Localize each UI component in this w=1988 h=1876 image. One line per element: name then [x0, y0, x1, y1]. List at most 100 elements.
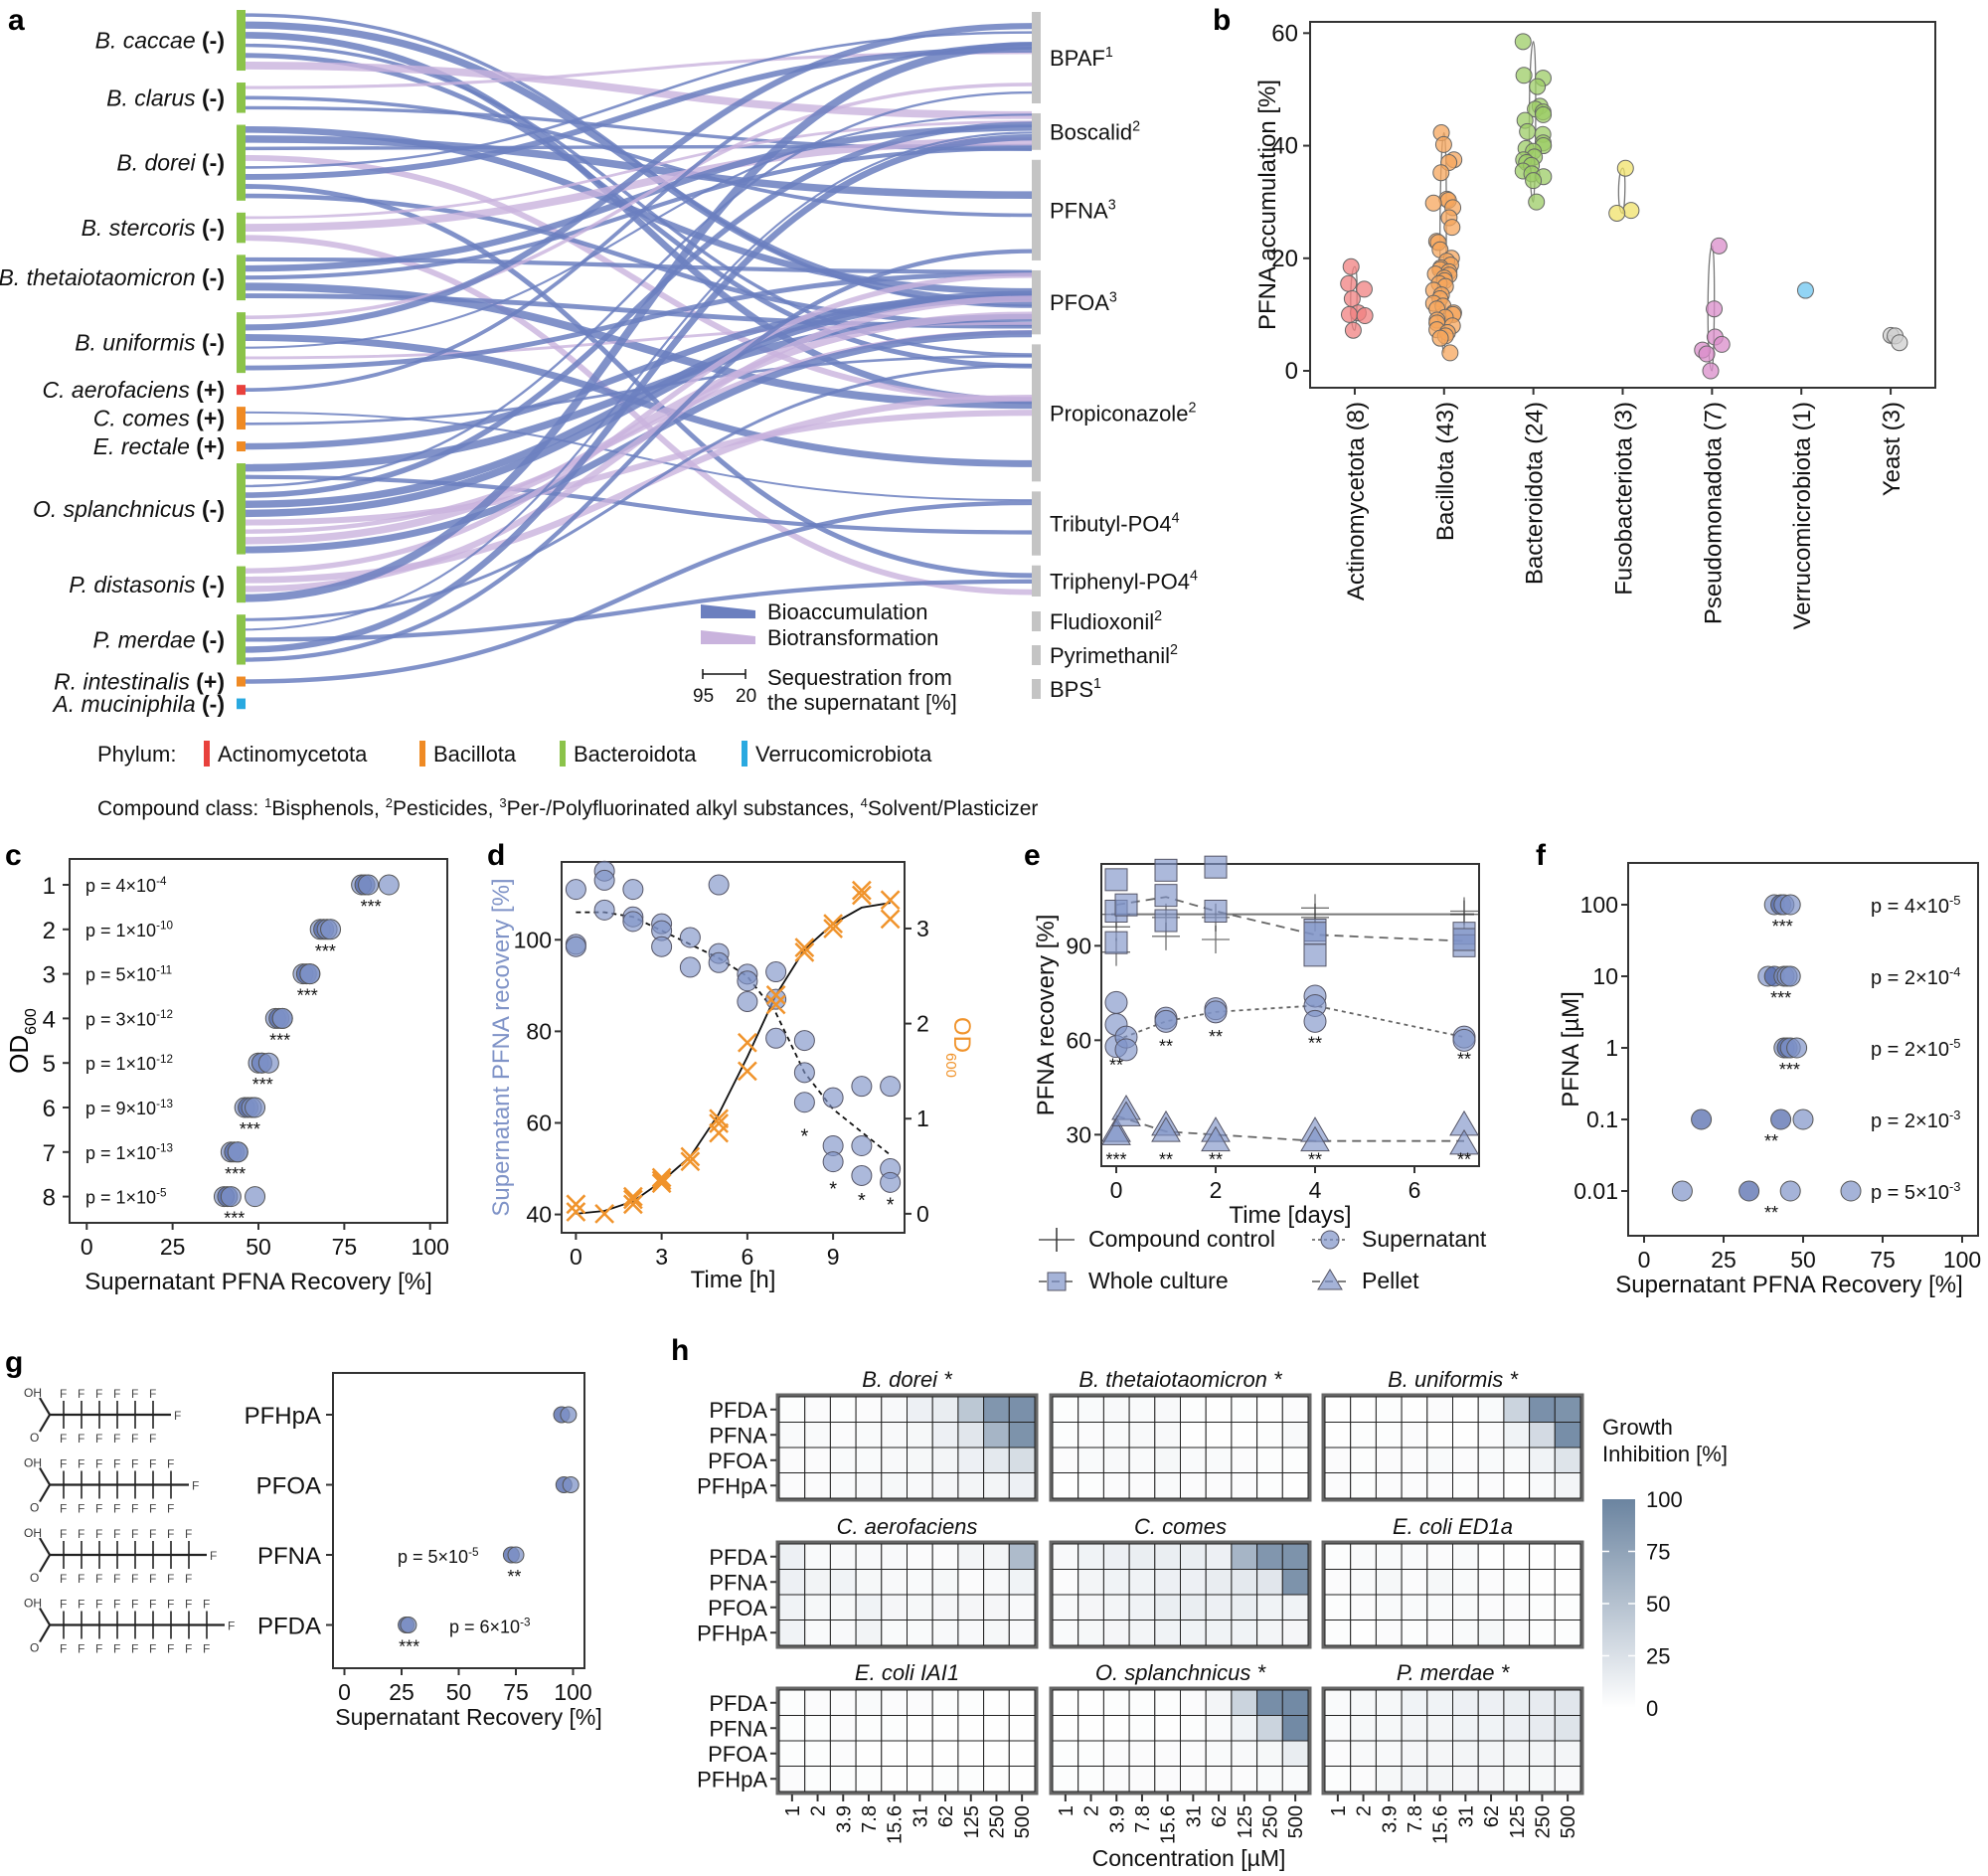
facet-frame — [1049, 1686, 1312, 1795]
data-point — [1713, 335, 1731, 353]
x-tick-label: Bacillota (43) — [1432, 402, 1459, 541]
facet-title: E. coli ED1a — [1393, 1514, 1513, 1539]
x-tick-label: 15.6 — [1158, 1805, 1180, 1844]
heatmap-cell — [778, 1740, 806, 1767]
heatmap-cell — [1128, 1689, 1156, 1716]
fluorine-atom: F — [203, 1598, 210, 1612]
x-tick-label: 31 — [910, 1805, 931, 1827]
compound-node-bar — [1032, 344, 1041, 482]
plot-frame — [1309, 21, 1936, 389]
y-tick-label: 10 — [1592, 963, 1618, 989]
p-value-label-exp: -13 — [156, 1142, 173, 1155]
whole-culture-point — [1204, 900, 1228, 923]
bioaccumulation-link — [245, 46, 1033, 180]
heatmap-cell — [1154, 1740, 1182, 1767]
heatmap-cell — [907, 1543, 933, 1570]
y-axis-label: OD600 — [4, 1008, 40, 1074]
fluorine-atom: F — [60, 1387, 67, 1401]
compound-label-exp: 2 — [1170, 642, 1178, 658]
species-node-bar — [237, 566, 246, 603]
heatmap-cell — [1008, 1422, 1036, 1449]
heatmap-cell — [983, 1422, 1010, 1449]
heatmap-cell — [1350, 1396, 1377, 1423]
heatmap-cell — [1205, 1543, 1233, 1570]
bioaccumulation-link — [245, 500, 1033, 684]
data-point — [1342, 257, 1360, 275]
data-point — [1535, 105, 1553, 123]
x-axis-label: Supernatant Recovery [%] — [335, 1704, 601, 1730]
x-tick-label: Actinomycetota (8) — [1343, 402, 1370, 600]
heatmap-cell — [804, 1447, 831, 1473]
fluorine-atom: F — [167, 1572, 174, 1586]
compound-label: PFOA3 — [1050, 289, 1117, 315]
compound-class-sup: 2 — [386, 795, 393, 810]
y-right-tick-label: 2 — [916, 1011, 929, 1037]
facet-title: C. comes — [1134, 1514, 1227, 1539]
data-point — [1340, 274, 1358, 292]
heatmap-cell — [829, 1569, 857, 1596]
od-point — [851, 885, 872, 906]
heatmap-cell — [1077, 1740, 1104, 1767]
heatmap-cell — [1205, 1447, 1233, 1473]
heatmap-cell — [1281, 1543, 1309, 1570]
heatmap-cell — [983, 1689, 1010, 1716]
p-value-label: p = 1×10-13 — [85, 1142, 173, 1163]
gram-stain: (+) — [196, 377, 225, 403]
p-value-label-exp: -10 — [156, 920, 173, 933]
compound-node-bar — [1032, 269, 1041, 335]
y-tick-label: 30 — [1066, 1121, 1091, 1147]
x-tick-label: 100 — [412, 1234, 449, 1260]
heatmap-cell — [983, 1715, 1010, 1742]
bioaccumulation-link — [245, 131, 1033, 631]
p-value-label-base: p = 1×10 — [85, 921, 156, 940]
heatmap-cell — [778, 1689, 806, 1716]
p-value-label-base: p = 2×10 — [1871, 1039, 1949, 1061]
x-tick-label: 100 — [554, 1679, 591, 1705]
heatmap-cell — [1503, 1543, 1531, 1570]
heatmap-cell — [1375, 1569, 1403, 1596]
data-point — [400, 1617, 417, 1633]
x-tick-label: 0 — [338, 1679, 351, 1705]
heatmap-cell — [1008, 1447, 1036, 1473]
heatmap-cell — [1350, 1569, 1377, 1596]
heatmap-cell — [778, 1396, 806, 1423]
heatmap-cell — [804, 1766, 831, 1792]
significance-label: *** — [1772, 917, 1793, 937]
heatmap-cell — [1452, 1594, 1479, 1620]
compound-label-base: Fludioxonil — [1050, 609, 1154, 634]
x-tick-label: 0 — [1638, 1247, 1651, 1273]
heatmap-cell — [1102, 1715, 1130, 1742]
heatmap-cell — [881, 1594, 908, 1620]
od-point — [709, 1113, 730, 1133]
data-point — [1341, 305, 1359, 323]
heatmap-cell — [1375, 1766, 1403, 1792]
data-point — [1355, 280, 1373, 298]
species-name: B. stercoris — [82, 215, 202, 241]
heatmap-cell — [1256, 1472, 1283, 1499]
data-point — [1519, 122, 1537, 140]
pfna-point — [565, 879, 586, 901]
heatmap-cell — [907, 1569, 933, 1596]
heatmap-cell — [881, 1766, 908, 1792]
heatmap-cell — [1324, 1543, 1352, 1570]
pellet-significance: ** — [1209, 1150, 1223, 1170]
od-point — [651, 1173, 672, 1194]
phylum-legend-title: Phylum: — [97, 742, 176, 767]
data-point — [245, 1097, 266, 1118]
heatmap-cell — [1052, 1594, 1079, 1620]
heatmap-cell — [957, 1689, 985, 1716]
x-tick-label: 0 — [1110, 1177, 1123, 1203]
heatmap-cell — [1256, 1594, 1283, 1620]
fluorine-atom: F — [60, 1432, 67, 1446]
species-node-bar — [237, 441, 246, 452]
fluorine-atom: F — [131, 1502, 138, 1516]
fluorine-atom: F — [167, 1457, 174, 1471]
pfna-point — [765, 1027, 787, 1049]
heatmap-cell — [1154, 1689, 1182, 1716]
x-tick-label: 2 — [1081, 1805, 1103, 1816]
heatmap-cell — [983, 1569, 1010, 1596]
data-point — [257, 1052, 279, 1074]
heatmap-cell — [931, 1740, 959, 1767]
heatmap-cell — [1401, 1447, 1428, 1473]
heatmap-cell — [778, 1620, 806, 1646]
